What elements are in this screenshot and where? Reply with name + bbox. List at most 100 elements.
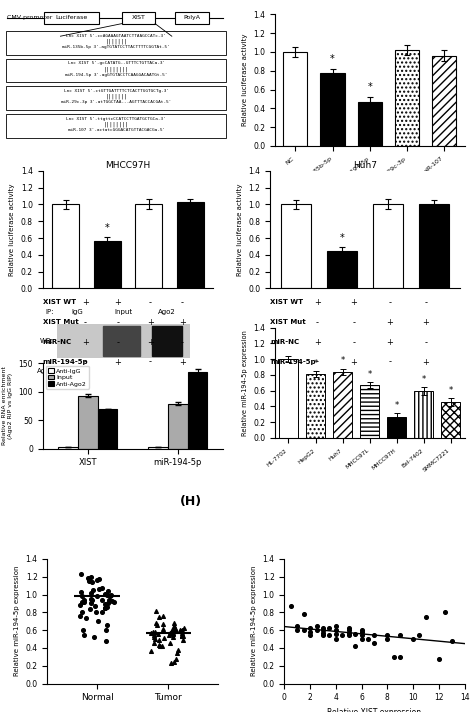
Bar (432, 56, 456, 146)
Bar (135, 204, 162, 288)
Text: -: - (388, 357, 391, 367)
Point (174, 644, 182, 656)
Point (103, 589, 110, 600)
Text: +: + (82, 298, 89, 307)
Point (306, 629, 314, 640)
Text: (H): (H) (180, 496, 202, 508)
Bar (168, 404, 188, 449)
Point (180, 622, 188, 634)
Bar (281, 204, 310, 288)
Point (441, 607, 449, 618)
Y-axis label: Relative miR-194-5p expression: Relative miR-194-5p expression (251, 566, 257, 676)
Text: +: + (386, 337, 393, 347)
FancyBboxPatch shape (6, 31, 227, 55)
Point (332, 624, 340, 636)
Point (178, 631, 185, 642)
Point (150, 637, 158, 649)
Point (153, 619, 161, 630)
Text: -: - (84, 318, 87, 327)
Point (88, 576, 96, 587)
Point (81, 597, 88, 608)
Text: *: * (313, 359, 318, 367)
Text: miR-107 3'-actatcGGGACATGTTACGACGa-5': miR-107 3'-actatcGGGACATGTTACGACGa-5' (68, 128, 164, 132)
Point (77, 586, 85, 597)
FancyBboxPatch shape (122, 12, 155, 23)
Point (178, 628, 186, 639)
Point (293, 624, 301, 636)
Point (101, 588, 109, 600)
Point (409, 634, 417, 645)
Text: +: + (179, 318, 186, 327)
Title: Huh7: Huh7 (353, 161, 377, 170)
Text: *: * (395, 402, 399, 410)
Point (300, 608, 308, 619)
FancyBboxPatch shape (6, 58, 227, 83)
Point (180, 630, 187, 642)
Bar (333, 372, 352, 438)
Point (78, 607, 86, 618)
Point (105, 597, 112, 609)
Point (332, 620, 340, 632)
Point (104, 586, 112, 597)
Point (358, 634, 365, 645)
Point (358, 629, 365, 640)
FancyBboxPatch shape (6, 86, 227, 110)
Text: Ago2: Ago2 (36, 368, 54, 375)
Legend: Anti-IgG, Input, Anti-Ago2: Anti-IgG, Input, Anti-Ago2 (46, 366, 89, 389)
Point (435, 653, 443, 664)
Bar (414, 392, 433, 438)
Text: -: - (149, 357, 152, 367)
FancyBboxPatch shape (44, 12, 100, 23)
Y-axis label: Relative miR-194-5p expression: Relative miR-194-5p expression (14, 566, 20, 676)
Point (170, 617, 178, 628)
Point (147, 645, 155, 656)
Bar (94, 241, 121, 288)
Point (103, 601, 110, 612)
FancyBboxPatch shape (6, 114, 227, 137)
Point (76, 610, 83, 622)
Bar (58, 447, 78, 449)
Point (102, 624, 110, 635)
Point (332, 634, 340, 645)
Point (306, 622, 314, 634)
Point (101, 602, 109, 614)
Point (351, 628, 359, 639)
Bar (320, 73, 345, 146)
Text: -: - (388, 298, 391, 307)
Point (94, 616, 102, 627)
Point (150, 629, 158, 641)
Point (170, 627, 177, 639)
Bar (327, 251, 357, 288)
Point (165, 629, 173, 641)
Point (396, 629, 404, 640)
Text: XIST Mut: XIST Mut (270, 319, 306, 325)
Point (358, 627, 365, 638)
Text: +: + (147, 318, 154, 327)
X-axis label: Relative XIST expression: Relative XIST expression (328, 708, 421, 712)
Point (448, 635, 456, 646)
Text: -: - (181, 337, 184, 347)
Point (80, 624, 87, 636)
Point (416, 629, 423, 640)
Text: miR-194-5p: miR-194-5p (270, 359, 316, 365)
Point (86, 575, 93, 586)
Bar (441, 402, 460, 438)
Text: XIST: XIST (131, 16, 146, 21)
Point (76, 599, 84, 610)
Bar (52, 204, 79, 288)
Y-axis label: Relative luciferase activity: Relative luciferase activity (9, 184, 15, 276)
Point (96, 573, 103, 585)
Text: -: - (116, 318, 119, 327)
Point (159, 624, 166, 635)
Bar (153, 325, 182, 357)
Point (101, 598, 109, 609)
Bar (358, 102, 382, 146)
Point (313, 624, 320, 636)
Point (161, 632, 168, 643)
Point (319, 629, 327, 640)
Text: miR-29c-3p 3'-atTGGCTAA---AGTTTACCACGAt-5': miR-29c-3p 3'-atTGGCTAA---AGTTTACCACGAt-… (61, 100, 171, 105)
Point (172, 653, 180, 664)
Text: WB:: WB: (40, 338, 54, 344)
Y-axis label: Relative luciferase activity: Relative luciferase activity (242, 34, 247, 126)
Point (150, 631, 157, 642)
